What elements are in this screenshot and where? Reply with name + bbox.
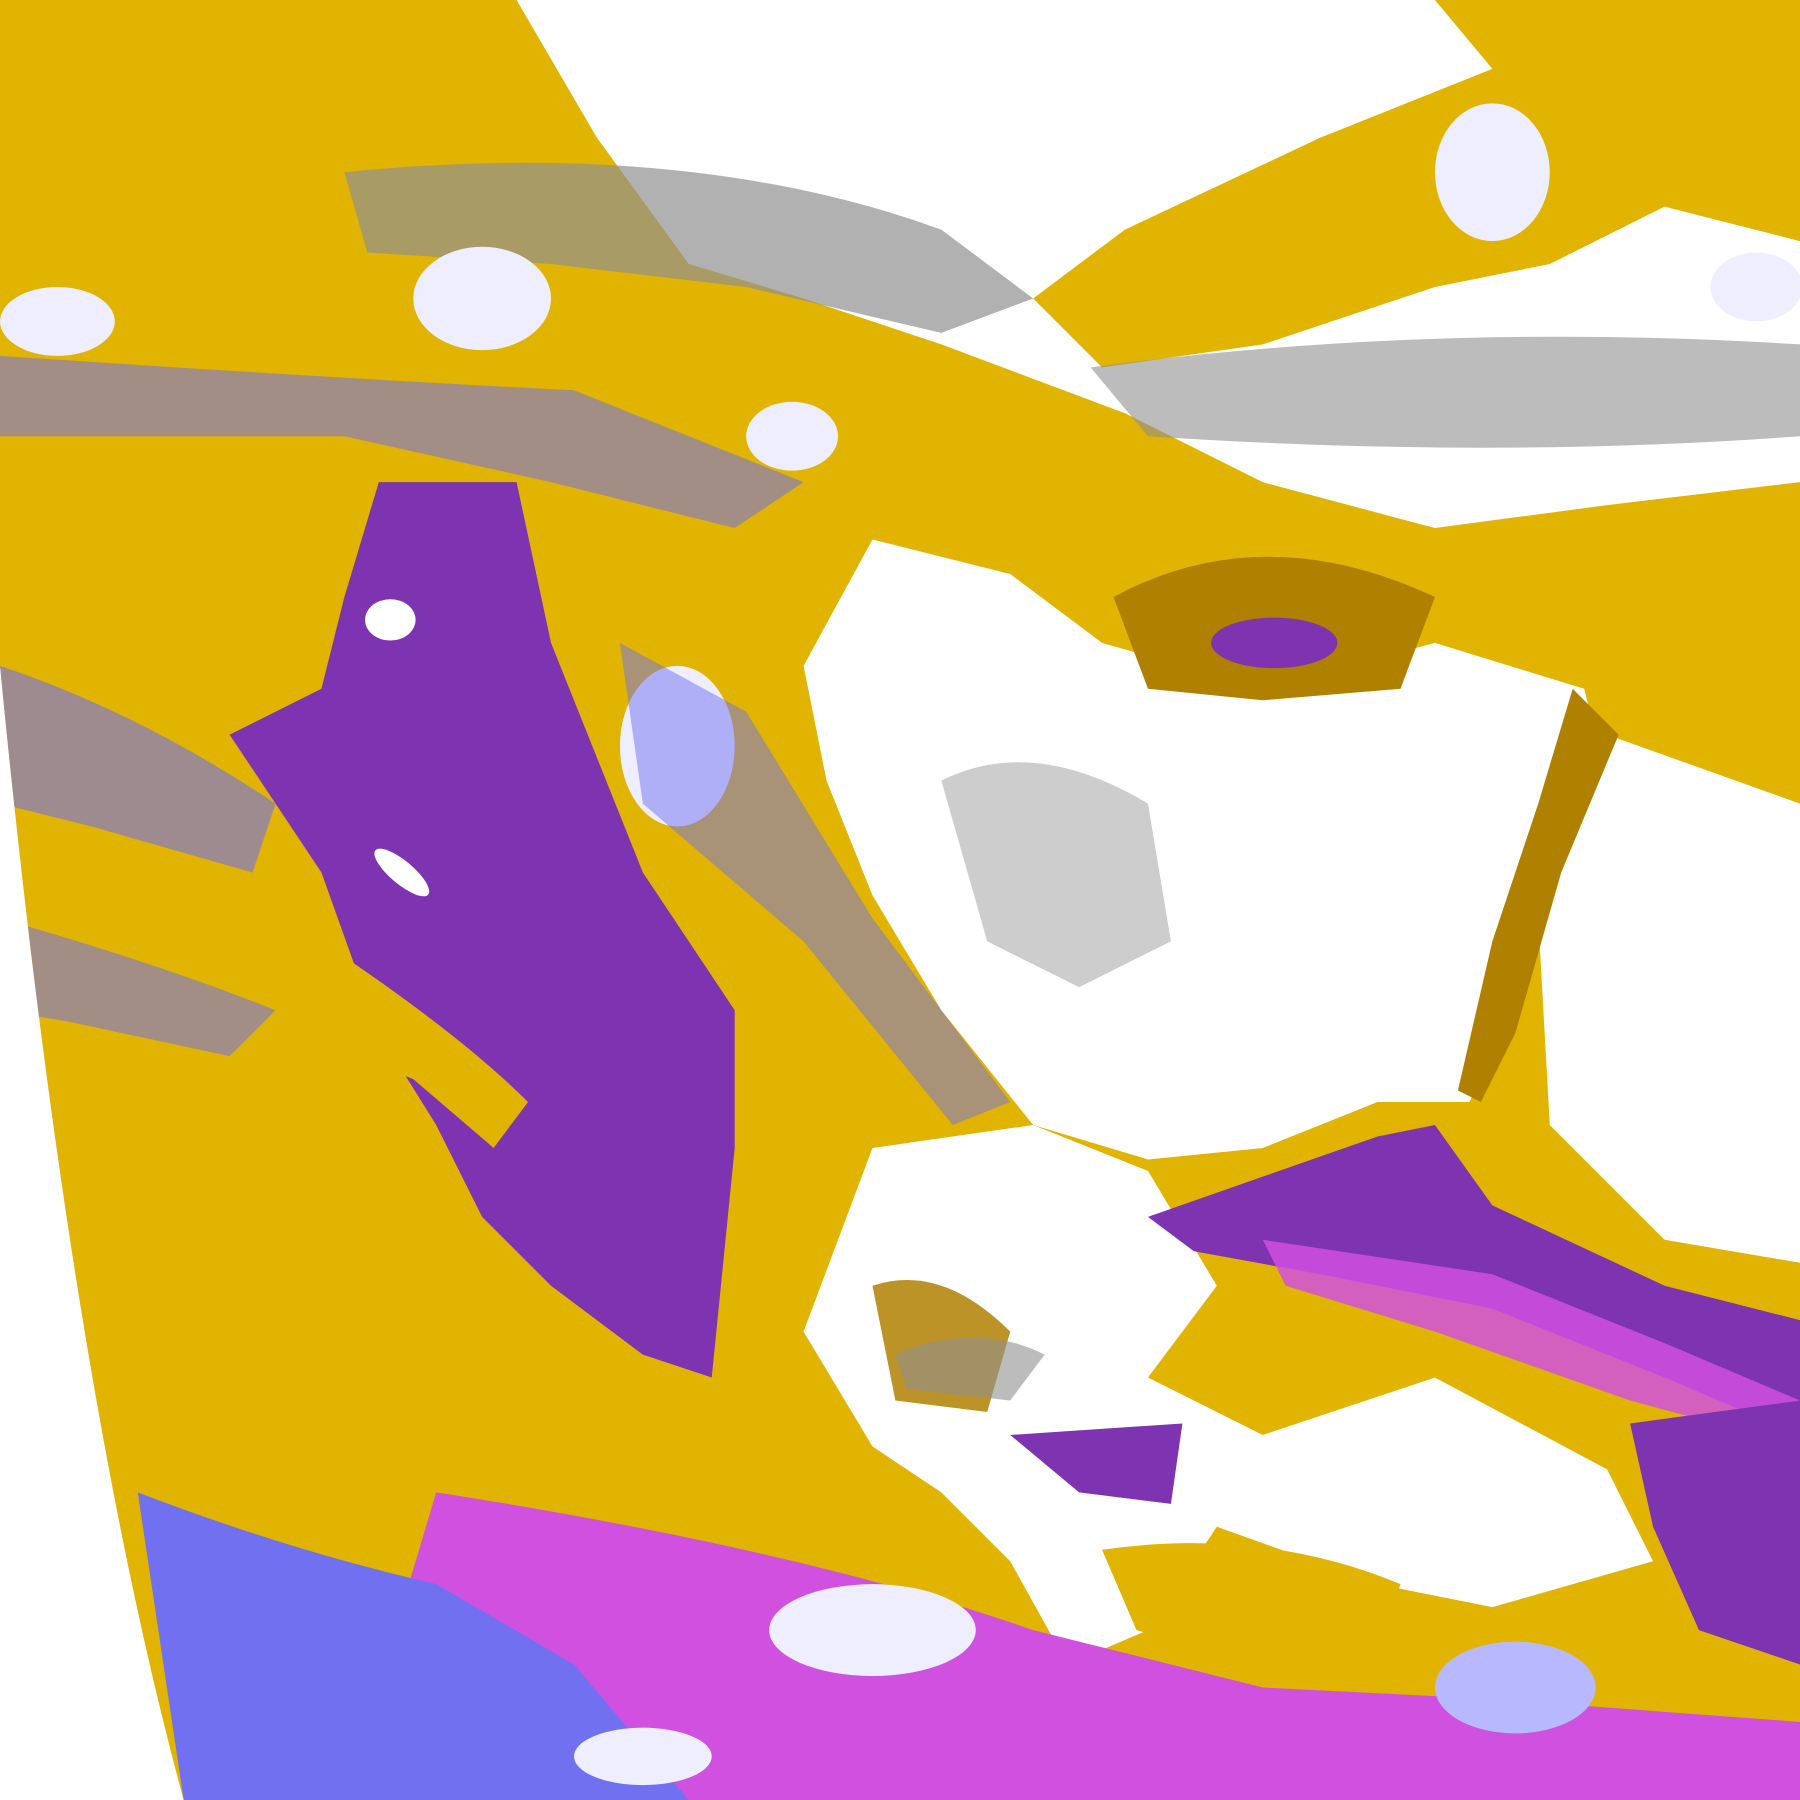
lavender-cluster [1434, 103, 1550, 242]
gold-tongue-south [1102, 1543, 1401, 1654]
lavender-cluster [746, 401, 839, 471]
periwinkle-band-andes [619, 642, 1011, 1125]
east-clear-region [1538, 734, 1800, 1263]
periwinkle-band-north [0, 355, 804, 529]
purple-southeast-corner [1630, 1400, 1800, 1665]
gray-texture-highlands [941, 762, 1171, 988]
pacific-purple-deck [229, 482, 735, 1378]
south-clear-region [803, 1125, 1654, 1665]
periwinkle-west [0, 665, 276, 873]
lavender-cluster [769, 1584, 976, 1677]
continent-clear-region [803, 539, 1608, 1160]
lavender-cluster [573, 1727, 712, 1786]
gray-cloud-band-north [344, 162, 1034, 333]
purple-patch [1211, 617, 1338, 669]
lavender-cluster [0, 286, 115, 356]
gray-cloud-south [895, 1337, 1045, 1401]
periwinkle-southern-ocean [137, 1492, 689, 1800]
clear-hole [374, 848, 430, 897]
gold-intrusion [298, 941, 529, 1148]
clear-hole [365, 599, 416, 641]
gray-cloud-band-northeast [1090, 336, 1800, 448]
magenta-southern-ocean [344, 1492, 1800, 1800]
purple-band-south [1010, 1423, 1183, 1504]
magenta-band-southeast [1262, 1239, 1800, 1447]
periwinkle-west-lower [0, 918, 276, 1057]
lavender-cluster [413, 246, 552, 351]
lavender-cluster [1434, 1641, 1596, 1734]
gold-coast-strip [1457, 688, 1619, 1103]
lavender-cluster [1710, 252, 1800, 322]
